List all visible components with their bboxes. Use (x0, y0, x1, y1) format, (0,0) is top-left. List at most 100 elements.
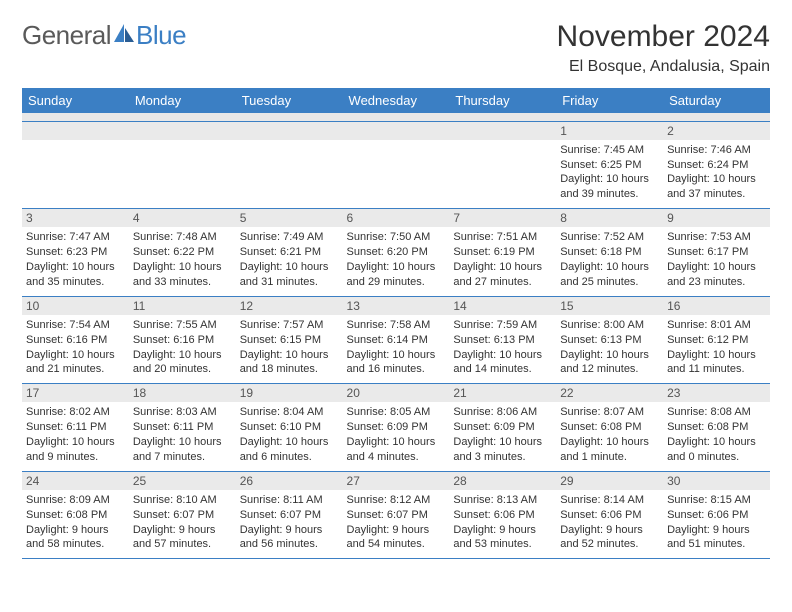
calendar-day-cell: 14Sunrise: 7:59 AMSunset: 6:13 PMDayligh… (449, 296, 556, 384)
day-number: 25 (129, 472, 236, 490)
calendar-day-cell: 20Sunrise: 8:05 AMSunset: 6:09 PMDayligh… (343, 384, 450, 472)
day-info: Sunrise: 7:58 AMSunset: 6:14 PMDaylight:… (347, 318, 446, 377)
brand-text-1: General (22, 20, 111, 51)
calendar-day-cell: 15 Sunrise: 8:00 AMSunset: 6:13 PMDayligh… (556, 296, 663, 384)
day-number: 22 (556, 384, 663, 402)
calendar-day-cell: 19 Sunrise: 8:04 AMSunset: 6:10 PMDayligh… (236, 384, 343, 472)
day-info: Sunrise: 8:06 AMSunset: 6:09 PMDaylight:… (453, 405, 552, 464)
day-info: Sunrise: 8:05 AMSunset: 6:09 PMDaylight:… (347, 405, 446, 464)
day-info: Sunrise: 8:11 AMSunset: 6:07 PMDaylight:… (240, 493, 339, 552)
day-number: 9 (663, 209, 770, 227)
calendar-day-cell: 26 Sunrise: 8:11 AMSunset: 6:07 PMDayligh… (236, 471, 343, 559)
calendar-day-cell: 10 Sunrise: 7:54 AMSunset: 6:16 PMDayligh… (22, 296, 129, 384)
calendar-day-cell (449, 121, 556, 209)
day-number: 30 (663, 472, 770, 490)
calendar-day-cell: 24 Sunrise: 8:09 AMSunset: 6:08 PMDayligh… (22, 471, 129, 559)
calendar-week-row: 24 Sunrise: 8:09 AMSunset: 6:08 PMDayligh… (22, 471, 770, 559)
day-number: 24 (22, 472, 129, 490)
day-info: Sunrise: 7:57 AMSunset: 6:15 PMDaylight:… (240, 318, 339, 377)
calendar-week-row: 17Sunrise: 8:02 AMSunset: 6:11 PMDayligh… (22, 384, 770, 472)
day-info: Sunrise: 7:54 AMSunset: 6:16 PMDaylight:… (26, 318, 125, 377)
day-number: 29 (556, 472, 663, 490)
day-number: 12 (236, 297, 343, 315)
day-info: Sunrise: 8:01 AMSunset: 6:12 PMDaylight:… (667, 318, 766, 377)
day-info: Sunrise: 8:03 AMSunset: 6:11 PMDaylight:… (133, 405, 232, 464)
day-info: Sunrise: 7:48 AMSunset: 6:22 PMDaylight:… (133, 230, 232, 289)
day-number: 15 (556, 297, 663, 315)
day-number: 23 (663, 384, 770, 402)
day-number: 27 (343, 472, 450, 490)
calendar-week-row: 10 Sunrise: 7:54 AMSunset: 6:16 PMDayligh… (22, 296, 770, 384)
calendar-day-cell: 28 Sunrise: 8:13 AMSunset: 6:06 PMDayligh… (449, 471, 556, 559)
calendar-day-cell (343, 121, 450, 209)
day-info: Sunrise: 8:04 AMSunset: 6:10 PMDaylight:… (240, 405, 339, 464)
calendar-day-cell: 7Sunrise: 7:51 AMSunset: 6:19 PMDaylight… (449, 209, 556, 297)
weekday-header: Sunday (22, 88, 129, 113)
day-info: Sunrise: 8:13 AMSunset: 6:06 PMDaylight:… (453, 493, 552, 552)
calendar-week-row: 3 Sunrise: 7:47 AMSunset: 6:23 PMDaylight… (22, 209, 770, 297)
month-title: November 2024 (557, 20, 770, 54)
day-number: 17 (22, 384, 129, 402)
day-number: 8 (556, 209, 663, 227)
calendar-day-cell: 25 Sunrise: 8:10 AMSunset: 6:07 PMDayligh… (129, 471, 236, 559)
weekday-header: Wednesday (343, 88, 450, 113)
calendar-day-cell (236, 121, 343, 209)
day-info: Sunrise: 8:12 AMSunset: 6:07 PMDaylight:… (347, 493, 446, 552)
day-number: 2 (663, 122, 770, 140)
day-number: 19 (236, 384, 343, 402)
calendar-day-cell: 21 Sunrise: 8:06 AMSunset: 6:09 PMDayligh… (449, 384, 556, 472)
day-info: Sunrise: 8:08 AMSunset: 6:08 PMDaylight:… (667, 405, 766, 464)
calendar-day-cell: 1Sunrise: 7:45 AMSunset: 6:25 PMDaylight… (556, 121, 663, 209)
day-number: 3 (22, 209, 129, 227)
day-info: Sunrise: 8:00 AMSunset: 6:13 PMDaylight:… (560, 318, 659, 377)
calendar-week-row: 1Sunrise: 7:45 AMSunset: 6:25 PMDaylight… (22, 121, 770, 209)
day-number: 26 (236, 472, 343, 490)
weekday-header: Saturday (663, 88, 770, 113)
day-info: Sunrise: 8:07 AMSunset: 6:08 PMDaylight:… (560, 405, 659, 464)
calendar-day-cell: 18Sunrise: 8:03 AMSunset: 6:11 PMDayligh… (129, 384, 236, 472)
location-text: El Bosque, Andalusia, Spain (557, 58, 770, 76)
calendar-day-cell: 3 Sunrise: 7:47 AMSunset: 6:23 PMDaylight… (22, 209, 129, 297)
day-info: Sunrise: 7:45 AMSunset: 6:25 PMDaylight:… (560, 143, 659, 202)
day-number: 16 (663, 297, 770, 315)
day-info: Sunrise: 7:50 AMSunset: 6:20 PMDaylight:… (347, 230, 446, 289)
calendar-day-cell: 23 Sunrise: 8:08 AMSunset: 6:08 PMDayligh… (663, 384, 770, 472)
brand-text-2: Blue (136, 20, 186, 51)
day-number: 6 (343, 209, 450, 227)
calendar-day-cell: 22 Sunrise: 8:07 AMSunset: 6:08 PMDayligh… (556, 384, 663, 472)
weekday-header: Thursday (449, 88, 556, 113)
day-number: 7 (449, 209, 556, 227)
day-number: 10 (22, 297, 129, 315)
day-info: Sunrise: 8:09 AMSunset: 6:08 PMDaylight:… (26, 493, 125, 552)
calendar-day-cell (22, 121, 129, 209)
day-info: Sunrise: 8:10 AMSunset: 6:07 PMDaylight:… (133, 493, 232, 552)
calendar-day-cell: 6 Sunrise: 7:50 AMSunset: 6:20 PMDaylight… (343, 209, 450, 297)
title-block: November 2024 El Bosque, Andalusia, Spai… (557, 20, 770, 76)
calendar-day-cell: 27 Sunrise: 8:12 AMSunset: 6:07 PMDayligh… (343, 471, 450, 559)
day-number: 5 (236, 209, 343, 227)
calendar-day-cell: 17Sunrise: 8:02 AMSunset: 6:11 PMDayligh… (22, 384, 129, 472)
day-info: Sunrise: 7:55 AMSunset: 6:16 PMDaylight:… (133, 318, 232, 377)
page-header: General Blue November 2024 El Bosque, An… (22, 20, 770, 76)
calendar-day-cell: 11Sunrise: 7:55 AMSunset: 6:16 PMDayligh… (129, 296, 236, 384)
day-info: Sunrise: 7:52 AMSunset: 6:18 PMDaylight:… (560, 230, 659, 289)
weekday-header-row: SundayMondayTuesdayWednesdayThursdayFrid… (22, 88, 770, 113)
day-info: Sunrise: 8:15 AMSunset: 6:06 PMDaylight:… (667, 493, 766, 552)
day-info: Sunrise: 7:47 AMSunset: 6:23 PMDaylight:… (26, 230, 125, 289)
day-number: 4 (129, 209, 236, 227)
calendar-day-cell: 16 Sunrise: 8:01 AMSunset: 6:12 PMDayligh… (663, 296, 770, 384)
day-info: Sunrise: 7:53 AMSunset: 6:17 PMDaylight:… (667, 230, 766, 289)
day-info: Sunrise: 7:49 AMSunset: 6:21 PMDaylight:… (240, 230, 339, 289)
day-number: 21 (449, 384, 556, 402)
weekday-header: Tuesday (236, 88, 343, 113)
brand-logo: General Blue (22, 20, 186, 51)
calendar-day-cell: 13Sunrise: 7:58 AMSunset: 6:14 PMDayligh… (343, 296, 450, 384)
calendar-day-cell: 12 Sunrise: 7:57 AMSunset: 6:15 PMDayligh… (236, 296, 343, 384)
weekday-header: Friday (556, 88, 663, 113)
calendar-day-cell: 9 Sunrise: 7:53 AMSunset: 6:17 PMDaylight… (663, 209, 770, 297)
day-info: Sunrise: 8:14 AMSunset: 6:06 PMDaylight:… (560, 493, 659, 552)
calendar-day-cell: 8 Sunrise: 7:52 AMSunset: 6:18 PMDaylight… (556, 209, 663, 297)
day-info: Sunrise: 7:46 AMSunset: 6:24 PMDaylight:… (667, 143, 766, 202)
day-number: 28 (449, 472, 556, 490)
calendar-day-cell: 2 Sunrise: 7:46 AMSunset: 6:24 PMDaylight… (663, 121, 770, 209)
